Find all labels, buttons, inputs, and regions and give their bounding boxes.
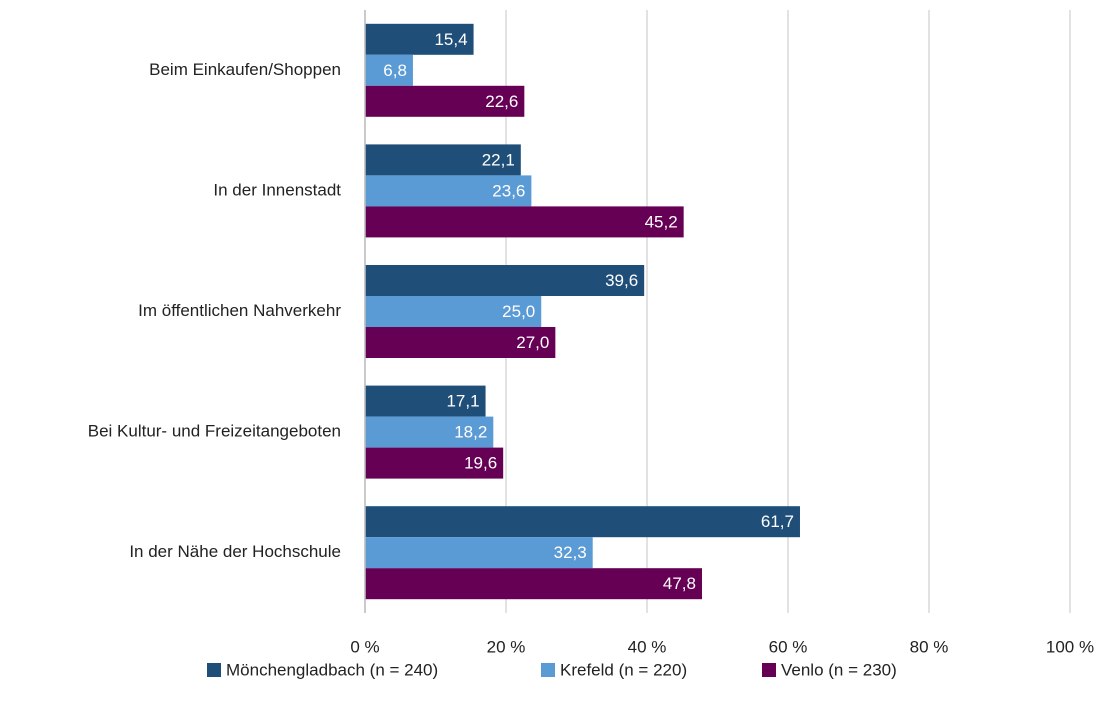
x-tick-label: 100 %: [1046, 637, 1094, 656]
data-label: 47,8: [663, 574, 696, 593]
y-tick-label: Bei Kultur- und Freizeitangeboten: [88, 422, 341, 441]
data-label: 32,3: [554, 543, 587, 562]
bar: [365, 537, 593, 569]
data-label: 22,6: [485, 92, 518, 111]
x-tick-label: 60 %: [769, 637, 808, 656]
y-tick-label: Im öffentlichen Nahverkehr: [138, 301, 341, 320]
y-tick-label: In der Nähe der Hochschule: [129, 542, 341, 561]
data-label: 61,7: [761, 512, 794, 531]
data-label: 19,6: [464, 454, 497, 473]
data-label: 45,2: [645, 212, 678, 231]
legend-label: Mönchengladbach (n = 240): [226, 660, 438, 679]
x-tick-label: 40 %: [628, 637, 667, 656]
legend-swatch: [541, 663, 555, 677]
data-label: 17,1: [446, 392, 479, 411]
y-tick-label: In der Innenstadt: [213, 180, 341, 199]
bar: [365, 175, 532, 207]
bar: [365, 206, 684, 238]
legend-swatch: [762, 663, 776, 677]
bar: [365, 265, 645, 296]
bar: [365, 85, 525, 117]
data-label: 23,6: [492, 181, 525, 200]
bar: [365, 385, 486, 417]
y-tick-label: Beim Einkaufen/Shoppen: [149, 60, 341, 79]
bar: [365, 144, 521, 176]
data-label: 27,0: [516, 333, 549, 352]
legend-label: Krefeld (n = 220): [560, 660, 687, 679]
bar: [365, 416, 494, 448]
x-tick-label: 0 %: [350, 637, 379, 656]
bar: [365, 23, 474, 55]
data-label: 39,6: [605, 271, 638, 290]
data-label: 15,4: [434, 30, 467, 49]
bar: [365, 327, 556, 358]
x-tick-label: 20 %: [487, 637, 526, 656]
bar: [365, 54, 413, 86]
bar: [365, 568, 702, 600]
x-tick-label: 80 %: [910, 637, 949, 656]
data-label: 25,0: [502, 302, 535, 321]
data-label: 6,8: [383, 61, 407, 80]
data-label: 22,1: [482, 150, 515, 169]
legend-label: Venlo (n = 230): [781, 660, 897, 679]
bar: [365, 447, 504, 479]
bar: [365, 506, 800, 538]
bar: [365, 296, 542, 327]
legend-swatch: [207, 663, 221, 677]
data-label: 18,2: [454, 423, 487, 442]
